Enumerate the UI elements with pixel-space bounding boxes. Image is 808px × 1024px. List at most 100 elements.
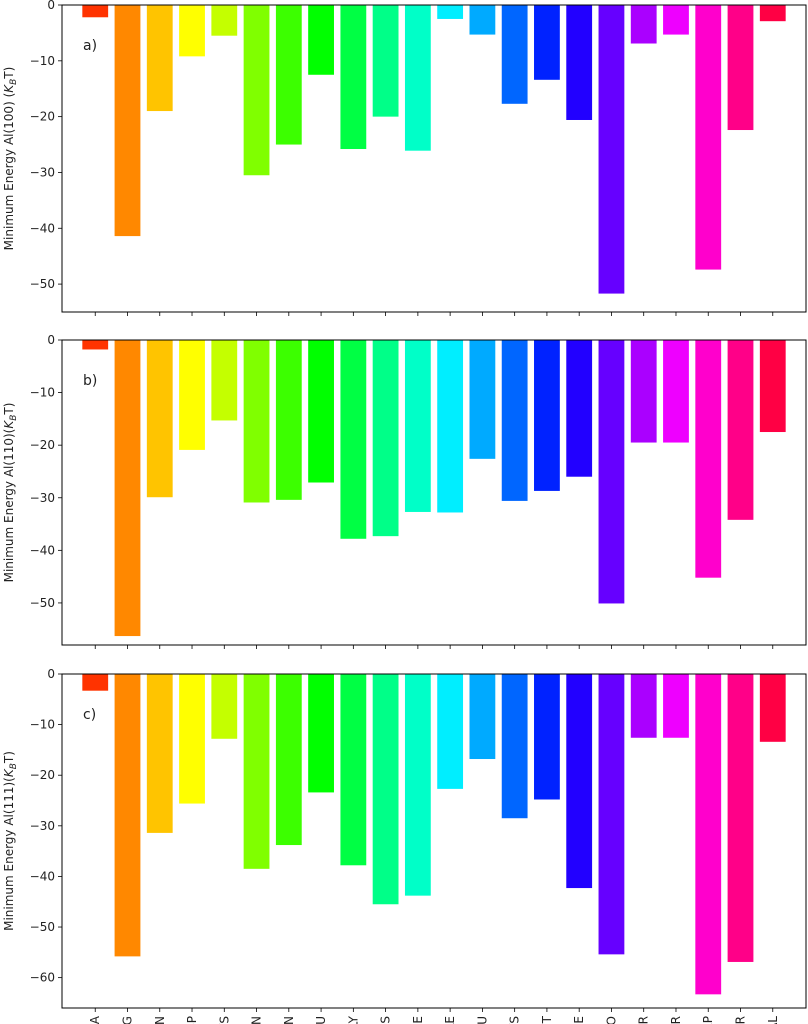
y-tick-label-neg10-panel-2: −10 bbox=[30, 386, 55, 400]
bar-thr-panel-3 bbox=[663, 674, 689, 738]
bar-cys-panel-3 bbox=[211, 674, 238, 739]
x-tick-label-asn: ASN bbox=[153, 1016, 167, 1024]
bar-ser-panel-3 bbox=[630, 674, 657, 738]
axes-frame-panel-1 bbox=[61, 4, 807, 313]
bar-asp-panel-2 bbox=[179, 340, 205, 450]
bar-met-panel-2 bbox=[534, 340, 560, 491]
bar-asn-panel-1 bbox=[146, 5, 173, 112]
x-tick-label-tyr: TYR bbox=[734, 1016, 748, 1024]
bar-hie-panel-2 bbox=[404, 340, 431, 512]
y-tick-label-neg10-panel-3: −10 bbox=[30, 718, 55, 732]
bar-arg-panel-1 bbox=[114, 5, 141, 237]
bar-ile-panel-3 bbox=[437, 674, 464, 789]
axes-frame-panel-2 bbox=[61, 339, 807, 646]
bar-asp-panel-1 bbox=[179, 5, 205, 57]
x-tick-label-ile: ILE bbox=[443, 1016, 457, 1024]
y-tick-label-neg50-panel-3: −50 bbox=[30, 920, 55, 934]
x-tick-label-hie: HIE bbox=[411, 1016, 425, 1024]
bar-gly-panel-2 bbox=[340, 340, 367, 539]
bar-phe-panel-3 bbox=[566, 674, 593, 889]
bar-phe-panel-2 bbox=[566, 340, 593, 477]
bar-ala-panel-2 bbox=[82, 340, 109, 350]
bar-val-panel-3 bbox=[759, 674, 786, 742]
bar-gly-panel-1 bbox=[340, 5, 367, 150]
bar-tyr-panel-3 bbox=[727, 674, 754, 962]
bar-trp-panel-1 bbox=[695, 5, 722, 270]
y-tick-label-neg20-panel-3: −20 bbox=[30, 768, 55, 782]
bar-hie-panel-1 bbox=[404, 5, 431, 151]
x-tick-label-ala: ALA bbox=[88, 1015, 102, 1024]
x-tick-label-arg: ARG bbox=[121, 1016, 135, 1024]
bar-pro-panel-2 bbox=[598, 340, 625, 604]
bar-cys-panel-1 bbox=[211, 5, 238, 36]
bar-his-panel-2 bbox=[372, 340, 399, 537]
bar-lys-panel-3 bbox=[501, 674, 528, 819]
bar-val-panel-1 bbox=[759, 5, 786, 22]
panel-3: 0 −10 −20 −30 −40 −50 −60 c) Minimum Energy Al(1… bbox=[2, 667, 807, 1012]
x-tick-label-glu: GLU bbox=[314, 1016, 328, 1024]
bar-thr-panel-2 bbox=[663, 340, 689, 443]
x-tick-label-ser: SER bbox=[637, 1016, 651, 1024]
bar-ile-panel-2 bbox=[437, 340, 464, 513]
bar-met-panel-3 bbox=[534, 674, 560, 800]
bar-asn-panel-2 bbox=[146, 340, 173, 498]
bar-his-panel-3 bbox=[372, 674, 399, 905]
bar-ala-panel-3 bbox=[82, 674, 109, 691]
bar-glu-panel-1 bbox=[308, 5, 334, 75]
bar-asn-panel-3 bbox=[146, 674, 173, 833]
bar-thr-panel-1 bbox=[663, 5, 689, 35]
y-tick-label-neg50-panel-1: −50 bbox=[30, 277, 55, 291]
bar-arg-panel-2 bbox=[114, 340, 141, 637]
y-tick-label-neg30-panel-3: −30 bbox=[30, 819, 55, 833]
x-tick-label-asp: ASP bbox=[185, 1016, 199, 1024]
bar-glu-panel-3 bbox=[308, 674, 334, 793]
bar-arg-panel-3 bbox=[114, 674, 141, 957]
y-tick-label-neg40-panel-3: −40 bbox=[30, 869, 55, 883]
panel-label-2: b) bbox=[83, 373, 97, 389]
bar-gan-panel-2 bbox=[243, 340, 270, 503]
y-tick-label-neg30-panel-2: −30 bbox=[30, 491, 55, 505]
bar-gln-panel-1 bbox=[275, 5, 302, 145]
panel-1: 0 −10 −20 −30 −40 −50 a) Minimum Energy Al(100)… bbox=[2, 0, 807, 316]
bar-trp-panel-2 bbox=[695, 340, 722, 578]
x-tick-label-lys: LYS bbox=[508, 1016, 522, 1024]
bar-leu-panel-1 bbox=[469, 5, 496, 35]
x-tick-label-gan: GAN bbox=[250, 1016, 264, 1024]
x-tick-label-phe: PHE bbox=[572, 1016, 586, 1024]
bar-tyr-panel-2 bbox=[727, 340, 754, 520]
x-tick-label-leu: LEU bbox=[475, 1016, 489, 1024]
bar-gly-panel-3 bbox=[340, 674, 367, 866]
panel-label-3: c) bbox=[83, 707, 96, 723]
y-axis-label-panel-3: Minimum Energy Al(111)(KBT) bbox=[2, 751, 19, 931]
bar-lys-panel-2 bbox=[501, 340, 528, 501]
y-tick-label-0-panel-1: 0 bbox=[47, 0, 55, 12]
bar-trp-panel-3 bbox=[695, 674, 722, 995]
bar-pro-panel-1 bbox=[598, 5, 625, 294]
bar-ser-panel-2 bbox=[630, 340, 657, 443]
panel-label-1: a) bbox=[83, 38, 97, 54]
bar-lys-panel-1 bbox=[501, 5, 528, 104]
bar-met-panel-1 bbox=[534, 5, 560, 80]
panel-2: 0 −10 −20 −30 −40 −50 b) Minimum Energy Al(110)… bbox=[2, 333, 807, 649]
x-tick-label-pro: PRO bbox=[604, 1016, 618, 1024]
x-tick-label-trp: TRP bbox=[701, 1016, 715, 1024]
bar-val-panel-2 bbox=[759, 340, 786, 433]
axes-frame-panel-3 bbox=[61, 673, 807, 1009]
x-tick-label-val: VAL bbox=[766, 1016, 780, 1024]
bar-ala-panel-1 bbox=[82, 5, 109, 18]
y-tick-label-neg30-panel-1: −30 bbox=[30, 165, 55, 179]
y-axis-label-panel-1: Minimum Energy Al(100) (KBT) bbox=[2, 67, 19, 251]
y-tick-label-neg10-panel-1: −10 bbox=[30, 54, 55, 68]
bar-tyr-panel-1 bbox=[727, 5, 754, 131]
bar-cys-panel-2 bbox=[211, 340, 238, 421]
bar-gan-panel-1 bbox=[243, 5, 270, 176]
bar-leu-panel-2 bbox=[469, 340, 496, 459]
x-tick-label-thr: THR bbox=[669, 1016, 683, 1024]
y-axis-label-panel-2: Minimum Energy Al(110)(KBT) bbox=[2, 403, 19, 583]
y-tick-label-neg40-panel-1: −40 bbox=[30, 221, 55, 235]
y-tick-label-neg20-panel-2: −20 bbox=[30, 438, 55, 452]
bar-asp-panel-3 bbox=[179, 674, 205, 804]
bar-hie-panel-3 bbox=[404, 674, 431, 896]
x-tick-label-gln: GLN bbox=[282, 1016, 296, 1024]
